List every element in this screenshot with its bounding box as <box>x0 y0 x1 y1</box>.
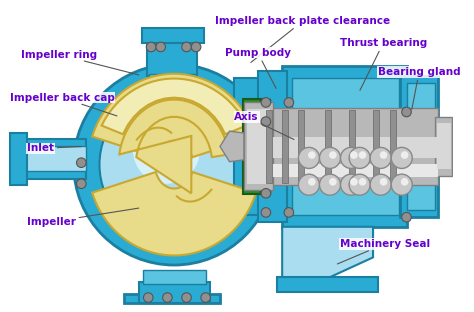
Circle shape <box>284 208 294 217</box>
Circle shape <box>391 174 412 195</box>
Polygon shape <box>101 79 246 134</box>
Circle shape <box>100 90 249 239</box>
Circle shape <box>402 107 411 117</box>
Text: Impeller: Impeller <box>27 208 139 227</box>
Circle shape <box>319 174 340 195</box>
Polygon shape <box>119 100 229 193</box>
Bar <box>299 110 304 183</box>
Circle shape <box>340 147 362 168</box>
Bar <box>282 110 288 183</box>
Circle shape <box>182 42 191 52</box>
Bar <box>144 270 206 284</box>
Bar <box>234 78 287 215</box>
Circle shape <box>349 174 370 195</box>
Circle shape <box>401 178 409 186</box>
Bar <box>407 83 435 210</box>
Polygon shape <box>92 74 256 157</box>
Circle shape <box>319 147 340 168</box>
Bar <box>373 110 379 183</box>
Bar <box>258 137 438 158</box>
Text: Impeller ring: Impeller ring <box>21 50 139 75</box>
Polygon shape <box>220 131 244 162</box>
Circle shape <box>350 178 358 186</box>
Polygon shape <box>282 227 373 289</box>
Bar <box>349 110 355 183</box>
Bar <box>435 117 453 176</box>
Circle shape <box>156 42 165 52</box>
Bar <box>244 102 273 190</box>
Bar <box>390 110 396 183</box>
Circle shape <box>299 174 319 195</box>
Bar <box>243 99 264 194</box>
Bar <box>260 99 270 194</box>
Circle shape <box>163 293 172 302</box>
Bar <box>292 78 399 215</box>
Text: Thrust bearing: Thrust bearing <box>339 38 427 90</box>
Text: Pump body: Pump body <box>225 48 291 89</box>
Bar <box>247 109 270 184</box>
Circle shape <box>380 178 387 186</box>
Bar <box>258 164 438 177</box>
Circle shape <box>359 178 366 186</box>
Text: Bearing gland: Bearing gland <box>378 67 460 109</box>
Bar <box>400 76 438 217</box>
Bar <box>277 277 378 292</box>
Text: Inlet: Inlet <box>27 143 82 153</box>
Circle shape <box>329 178 337 186</box>
Circle shape <box>261 188 271 198</box>
Circle shape <box>144 293 153 302</box>
Circle shape <box>391 147 412 168</box>
Text: Axis: Axis <box>234 112 294 139</box>
Bar <box>149 74 195 93</box>
Circle shape <box>329 151 337 159</box>
Bar <box>124 294 220 303</box>
Bar <box>266 110 272 183</box>
Circle shape <box>308 151 316 159</box>
Circle shape <box>261 117 271 126</box>
Circle shape <box>182 293 191 302</box>
Circle shape <box>201 293 210 302</box>
Circle shape <box>308 178 316 186</box>
Bar <box>14 146 86 171</box>
Text: Impeller back plate clearance: Impeller back plate clearance <box>215 16 391 62</box>
Circle shape <box>133 117 200 184</box>
Circle shape <box>146 42 156 52</box>
Circle shape <box>370 174 391 195</box>
Circle shape <box>402 212 411 222</box>
Polygon shape <box>92 172 256 256</box>
Circle shape <box>380 151 387 159</box>
Circle shape <box>261 208 271 217</box>
Circle shape <box>191 42 201 52</box>
Bar <box>142 28 204 43</box>
Bar <box>325 110 331 183</box>
Bar <box>9 133 27 185</box>
Text: Impeller back cap: Impeller back cap <box>9 93 117 116</box>
Circle shape <box>349 147 370 168</box>
Bar <box>14 139 86 179</box>
Bar <box>147 39 197 76</box>
Circle shape <box>284 98 294 107</box>
Text: Machinery Seal: Machinery Seal <box>337 239 430 264</box>
Circle shape <box>261 98 271 107</box>
Circle shape <box>76 179 86 188</box>
Circle shape <box>359 151 366 159</box>
Circle shape <box>370 147 391 168</box>
Circle shape <box>401 151 409 159</box>
Bar <box>139 282 210 303</box>
Circle shape <box>299 147 319 168</box>
Circle shape <box>76 158 86 168</box>
Circle shape <box>73 64 274 265</box>
Bar <box>437 124 450 169</box>
Circle shape <box>350 151 358 159</box>
Bar <box>258 71 287 222</box>
Bar <box>258 108 438 185</box>
Circle shape <box>340 174 362 195</box>
Bar <box>282 66 407 227</box>
